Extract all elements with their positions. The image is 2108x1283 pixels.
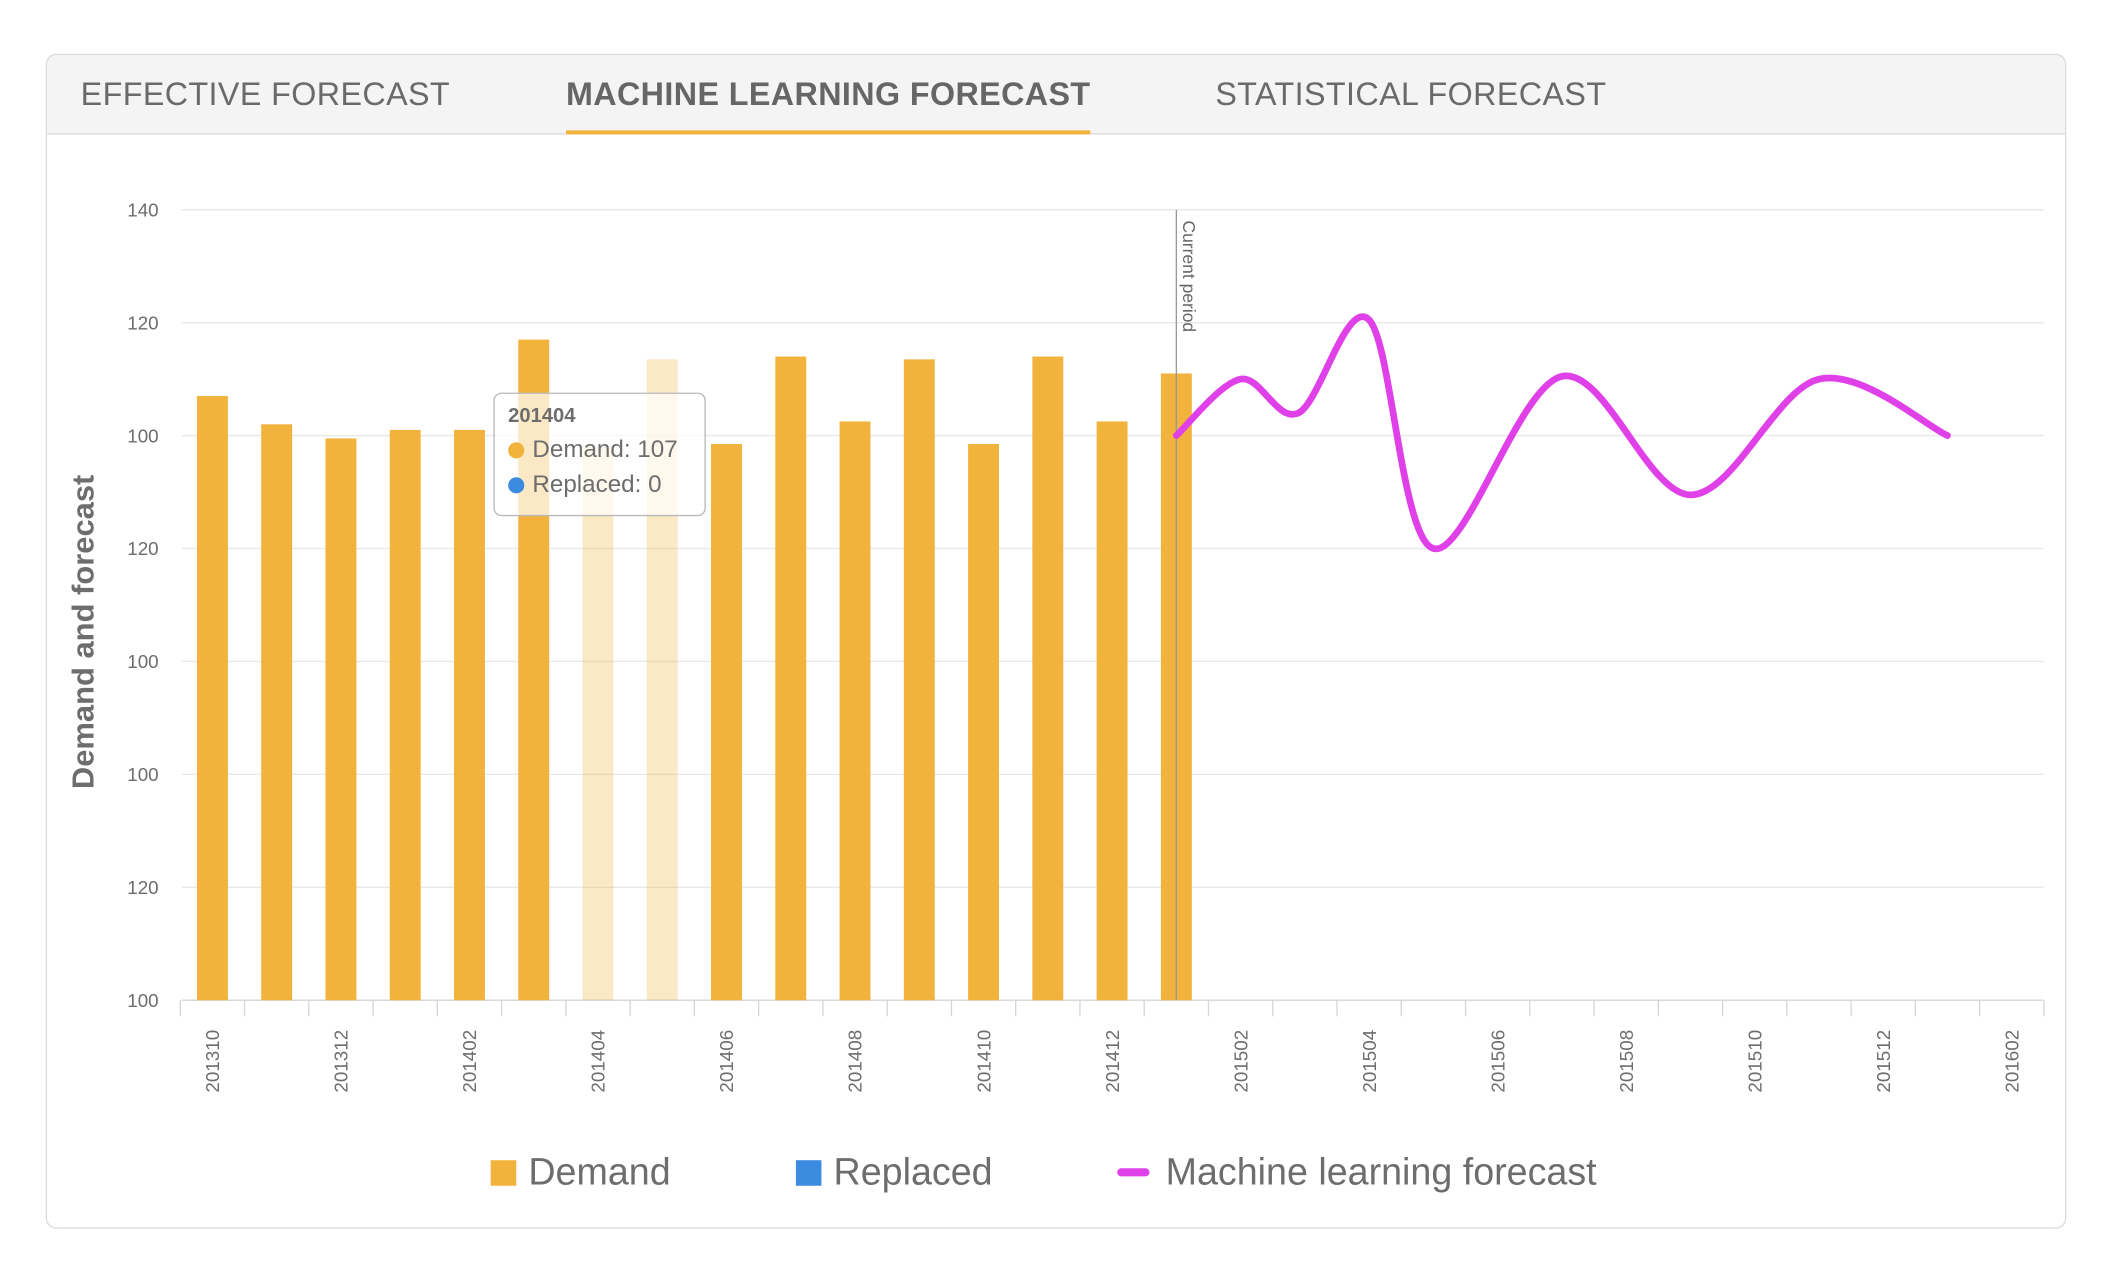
- demand-bar: [196, 396, 228, 1001]
- legend-ml-forecast-label: Machine learning forecast: [1165, 1150, 1597, 1193]
- y-tick-label: 100: [127, 425, 158, 446]
- x-tick-label: 201312: [331, 1030, 352, 1093]
- demand-bar: [775, 356, 807, 1001]
- x-tick-label: 201602: [2001, 1030, 2022, 1093]
- x-tick-label: 201410: [973, 1030, 994, 1093]
- demand-bar: [711, 444, 742, 1001]
- tooltip-replaced: Replaced: 0: [532, 470, 662, 498]
- tab-statistical-forecast[interactable]: STATISTICAL FORECAST: [1215, 76, 1607, 113]
- demand-bar: [839, 421, 871, 1001]
- demand-bar: [582, 446, 614, 1001]
- y-tick-label: 100: [127, 764, 158, 785]
- forecast-card: EFFECTIVE FORECAST MACHINE LEARNING FORE…: [45, 53, 2067, 1229]
- replaced-dot-icon: [508, 476, 525, 493]
- x-tick-label: 201406: [716, 1030, 737, 1093]
- demand-bar: [261, 424, 293, 1001]
- legend-demand[interactable]: Demand: [490, 1150, 671, 1194]
- chart-tooltip: 201404 Demand: 107 Replaced: 0: [493, 392, 706, 517]
- ml-forecast-line: [1172, 313, 1951, 552]
- x-tick-label: 201408: [845, 1030, 866, 1093]
- legend-ml-forecast[interactable]: Machine learning forecast: [1117, 1150, 1597, 1194]
- y-tick-label: 120: [127, 877, 158, 898]
- legend-replaced-label: Replaced: [833, 1150, 993, 1193]
- x-tick-label: 201510: [1744, 1030, 1765, 1093]
- demand-bar: [389, 429, 421, 1001]
- legend-replaced[interactable]: Replaced: [795, 1150, 993, 1194]
- y-tick-label: 140: [127, 199, 158, 220]
- x-tick-label: 201412: [1102, 1030, 1123, 1093]
- x-tick-label: 201402: [459, 1030, 480, 1093]
- demand-bar: [1032, 356, 1064, 1001]
- x-tick-label: 201506: [1487, 1030, 1508, 1093]
- y-tick-label: 100: [127, 651, 158, 672]
- tab-machine-learning-forecast[interactable]: MACHINE LEARNING FORECAST: [565, 76, 1091, 135]
- x-tick-label: 201504: [1359, 1030, 1380, 1093]
- y-tick-label: 100: [127, 990, 158, 1011]
- demand-bar: [454, 429, 485, 1001]
- x-tick-label: 201502: [1230, 1030, 1251, 1093]
- x-tick-label: 201310: [202, 1030, 223, 1093]
- tooltip-period: 201404: [508, 404, 576, 428]
- x-tick-label: 201512: [1873, 1030, 1894, 1093]
- demand-bar: [903, 359, 935, 1001]
- y-axis-title: Demand and forecast: [65, 474, 101, 790]
- x-tick-label: 201508: [1616, 1030, 1637, 1093]
- y-tick-label: 120: [127, 538, 158, 559]
- demand-bar: [968, 444, 1000, 1001]
- demand-swatch-icon: [490, 1159, 517, 1186]
- legend-demand-label: Demand: [528, 1150, 671, 1193]
- demand-bar: [325, 438, 357, 1001]
- x-tick-label: 201404: [588, 1030, 609, 1093]
- demand-bar: [1096, 421, 1128, 1001]
- replaced-swatch-icon: [795, 1159, 822, 1186]
- current-period-label: Current period: [1179, 220, 1199, 332]
- forecast-line-swatch-icon: [1117, 1168, 1150, 1177]
- tab-bar: EFFECTIVE FORECAST MACHINE LEARNING FORE…: [47, 55, 2065, 135]
- demand-dot-icon: [508, 441, 525, 458]
- tooltip-demand: Demand: 107: [532, 435, 678, 463]
- y-tick-label: 120: [127, 312, 158, 333]
- tab-effective-forecast[interactable]: EFFECTIVE FORECAST: [80, 76, 451, 113]
